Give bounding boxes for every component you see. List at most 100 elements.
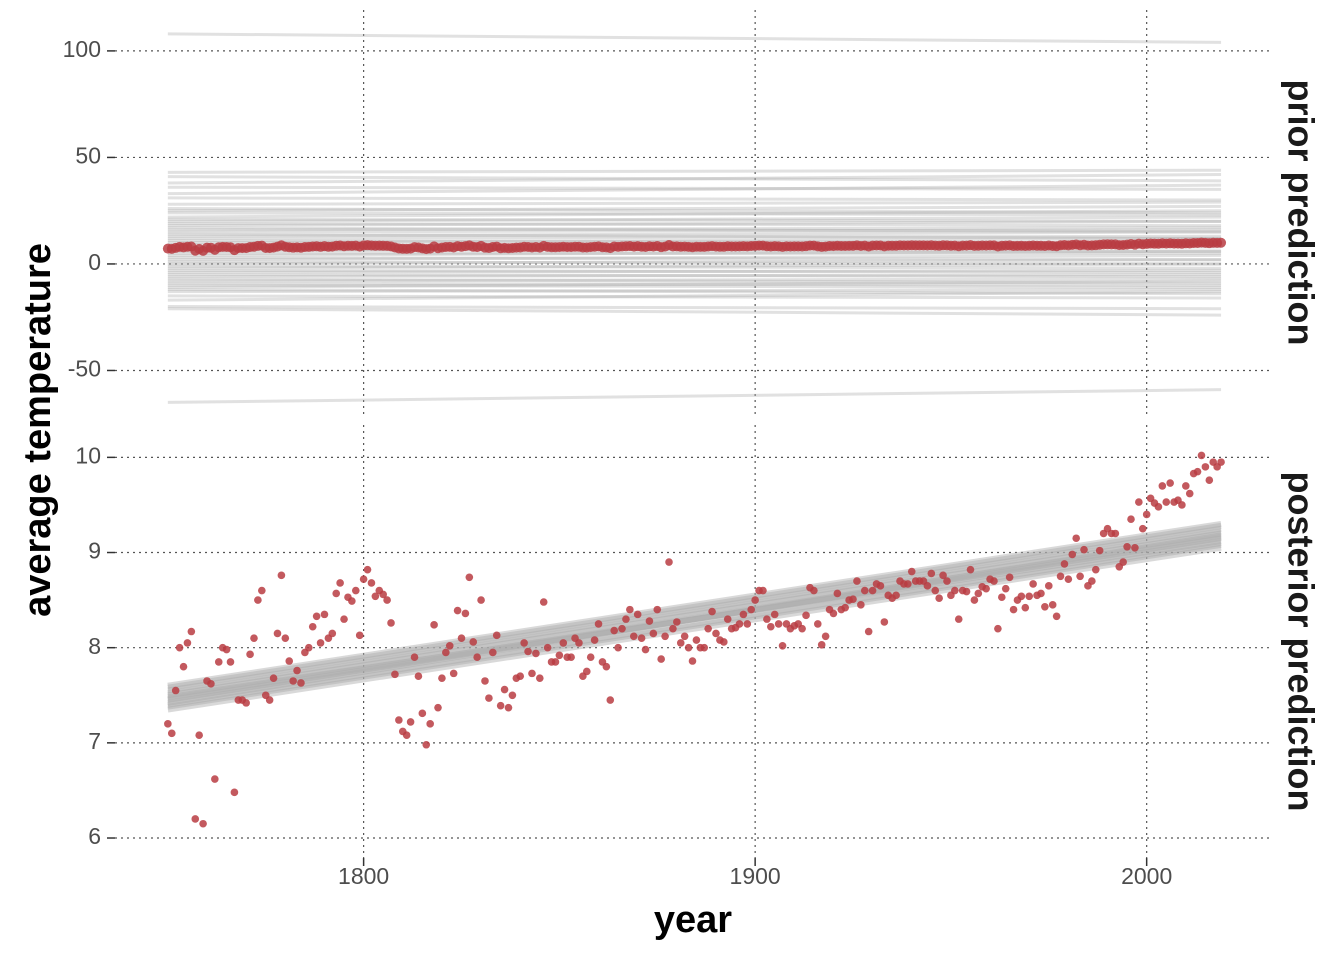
point xyxy=(508,691,517,700)
draw-line xyxy=(167,534,1222,703)
point xyxy=(1185,489,1194,498)
y-tick-label: 6 xyxy=(88,823,101,849)
draw-line xyxy=(167,541,1222,710)
lines xyxy=(167,521,1222,713)
point xyxy=(720,638,728,646)
point xyxy=(927,569,936,578)
point xyxy=(622,615,630,623)
point xyxy=(465,573,474,582)
point xyxy=(860,586,869,595)
point xyxy=(602,662,611,671)
point xyxy=(489,648,497,657)
point xyxy=(1142,510,1151,519)
draw-line xyxy=(167,277,1222,283)
y-tick-label: 100 xyxy=(63,36,101,62)
point xyxy=(477,596,485,604)
point xyxy=(246,650,254,659)
point xyxy=(594,620,603,628)
point xyxy=(1009,605,1018,614)
point xyxy=(305,643,313,652)
x-tick-label: 2000 xyxy=(1121,863,1172,889)
y-tick-label: 0 xyxy=(88,249,101,275)
point xyxy=(841,603,849,612)
point xyxy=(1205,476,1214,484)
point xyxy=(1162,498,1171,506)
point xyxy=(269,674,278,682)
point xyxy=(739,610,748,619)
point xyxy=(265,696,274,704)
point xyxy=(1138,524,1147,533)
draw-line xyxy=(167,307,1222,317)
point xyxy=(876,582,885,590)
point xyxy=(500,685,509,694)
point xyxy=(582,667,591,676)
point xyxy=(649,629,658,638)
draw-line xyxy=(167,305,1222,311)
draw-line xyxy=(167,388,1222,404)
draw-line xyxy=(167,215,1222,223)
draw-line xyxy=(167,273,1222,279)
point xyxy=(759,586,767,595)
draw-line xyxy=(167,232,1222,240)
point xyxy=(684,643,693,652)
draw-line xyxy=(167,172,1222,185)
point xyxy=(1217,458,1225,466)
points xyxy=(162,237,1227,256)
point xyxy=(669,624,677,633)
point xyxy=(943,577,951,585)
point xyxy=(798,624,806,633)
point xyxy=(320,610,329,619)
point xyxy=(586,653,595,662)
draw-line xyxy=(167,230,1222,238)
lines xyxy=(167,32,1222,404)
point xyxy=(951,586,959,595)
draw-line xyxy=(167,521,1222,689)
point xyxy=(539,598,548,606)
point xyxy=(735,620,744,628)
point xyxy=(1123,543,1131,551)
point xyxy=(199,819,207,828)
draw-line xyxy=(167,530,1222,699)
y-tick-label: -50 xyxy=(68,356,101,382)
x-axis-title: year xyxy=(654,899,732,941)
point xyxy=(935,594,943,602)
point xyxy=(747,605,756,614)
point xyxy=(1076,572,1084,581)
point xyxy=(496,701,505,710)
point xyxy=(629,632,638,641)
point xyxy=(449,669,458,678)
point xyxy=(171,686,180,695)
point xyxy=(688,657,697,665)
point xyxy=(414,672,423,681)
point xyxy=(774,620,783,628)
point xyxy=(1064,575,1073,583)
point xyxy=(864,627,873,636)
point xyxy=(383,596,391,604)
point xyxy=(226,658,235,666)
draw-line xyxy=(167,185,1222,191)
strip-label: prior prediction xyxy=(1280,79,1321,345)
point xyxy=(665,558,673,566)
point xyxy=(281,634,290,642)
point xyxy=(422,740,431,749)
point xyxy=(312,612,321,621)
point xyxy=(673,618,681,626)
point xyxy=(250,634,258,642)
point xyxy=(167,729,176,738)
point xyxy=(434,703,442,712)
point xyxy=(974,589,983,598)
point xyxy=(179,662,188,671)
draw-line xyxy=(167,253,1222,262)
draw-line xyxy=(167,183,1222,196)
point xyxy=(559,639,568,647)
draw-line xyxy=(167,294,1222,300)
x-tick-label: 1900 xyxy=(730,863,781,889)
point xyxy=(453,606,462,615)
point xyxy=(543,643,552,652)
point xyxy=(962,587,971,596)
point xyxy=(406,718,415,726)
point xyxy=(297,679,305,687)
draw-line xyxy=(167,226,1222,234)
point xyxy=(1216,237,1227,248)
